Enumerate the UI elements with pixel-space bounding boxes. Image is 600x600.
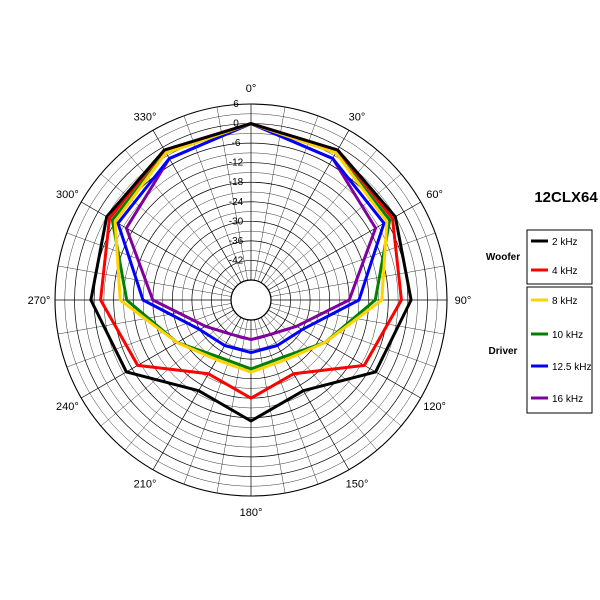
angle-label: 270° xyxy=(28,295,51,307)
ring-label: -30 xyxy=(229,216,244,227)
grid-spoke xyxy=(260,317,350,470)
angle-label: 30° xyxy=(349,111,366,123)
angle-label: 180° xyxy=(240,507,263,519)
legend-label: 16 kHz xyxy=(552,394,583,405)
angle-label: 90° xyxy=(455,295,472,307)
grid-spoke xyxy=(66,306,233,368)
legend-group-driver: Driver xyxy=(489,346,518,357)
grid-spoke xyxy=(260,130,350,283)
legend-box-woofer xyxy=(526,229,593,285)
grid-spoke xyxy=(183,318,245,485)
polar-grid xyxy=(54,103,448,497)
polar-hub xyxy=(230,279,272,321)
grid-spoke xyxy=(257,318,319,485)
legend-label: 2 kHz xyxy=(552,237,578,248)
angle-label: 210° xyxy=(134,479,157,491)
grid-spoke xyxy=(269,232,436,294)
legend-label: 8 kHz xyxy=(552,296,578,307)
grid-spoke xyxy=(124,315,239,451)
series-line xyxy=(113,122,389,374)
angle-label: 60° xyxy=(426,189,443,201)
series-line xyxy=(89,122,413,423)
ring-label: 6 xyxy=(233,99,239,110)
ring-label: -12 xyxy=(229,158,244,169)
series-line xyxy=(124,122,378,342)
ring-label: -42 xyxy=(229,255,244,266)
ring-labels: 6 0 -6 -12 -18 -24 -30 -36 -42 xyxy=(229,99,244,266)
grid-spoke xyxy=(254,319,286,494)
legend-items: 2 kHz 4 kHz 8 kHz 10 kHz 12.5 kHz 16 kHz xyxy=(531,237,591,405)
ring-label: -36 xyxy=(229,236,244,247)
legend-label: 4 kHz xyxy=(552,266,578,277)
grid-spoke xyxy=(152,130,242,283)
series-line xyxy=(116,122,386,355)
series-line xyxy=(99,122,403,400)
angle-label: 0° xyxy=(246,83,257,95)
angle-label: 150° xyxy=(346,479,369,491)
grid-spoke xyxy=(269,306,436,368)
grid-spoke xyxy=(268,309,421,399)
series-lines xyxy=(89,122,413,423)
angle-label: 300° xyxy=(56,189,79,201)
ring-label: -18 xyxy=(229,177,244,188)
ring-label: 0 xyxy=(233,119,239,130)
ring-label: -24 xyxy=(229,197,244,208)
grid-spoke xyxy=(81,309,234,399)
legend-label: 10 kHz xyxy=(552,330,583,341)
grid-spoke xyxy=(100,173,236,288)
chart-title: 12CLX64 xyxy=(534,189,598,206)
legend-label: 12.5 kHz xyxy=(552,362,591,373)
angle-label: 240° xyxy=(56,401,79,413)
angle-label: 120° xyxy=(423,401,446,413)
series-line xyxy=(110,122,392,371)
angle-label: 330° xyxy=(134,111,157,123)
legend: Woofer Driver 2 kHz 4 kHz 8 kHz 10 kHz 12.5 … xyxy=(486,229,593,414)
angle-labels: 0° 30° 60° 90° 120° 150° 180° 210° 240° 270° 300° 3… xyxy=(28,83,472,519)
grid-spoke xyxy=(263,315,378,451)
grid-spoke xyxy=(66,232,233,294)
grid-spoke xyxy=(266,173,402,288)
grid-spoke xyxy=(216,319,248,494)
grid-spoke xyxy=(152,317,242,470)
ring-label: -6 xyxy=(232,138,241,149)
legend-box-driver xyxy=(526,286,593,414)
legend-group-woofer: Woofer xyxy=(486,252,520,263)
